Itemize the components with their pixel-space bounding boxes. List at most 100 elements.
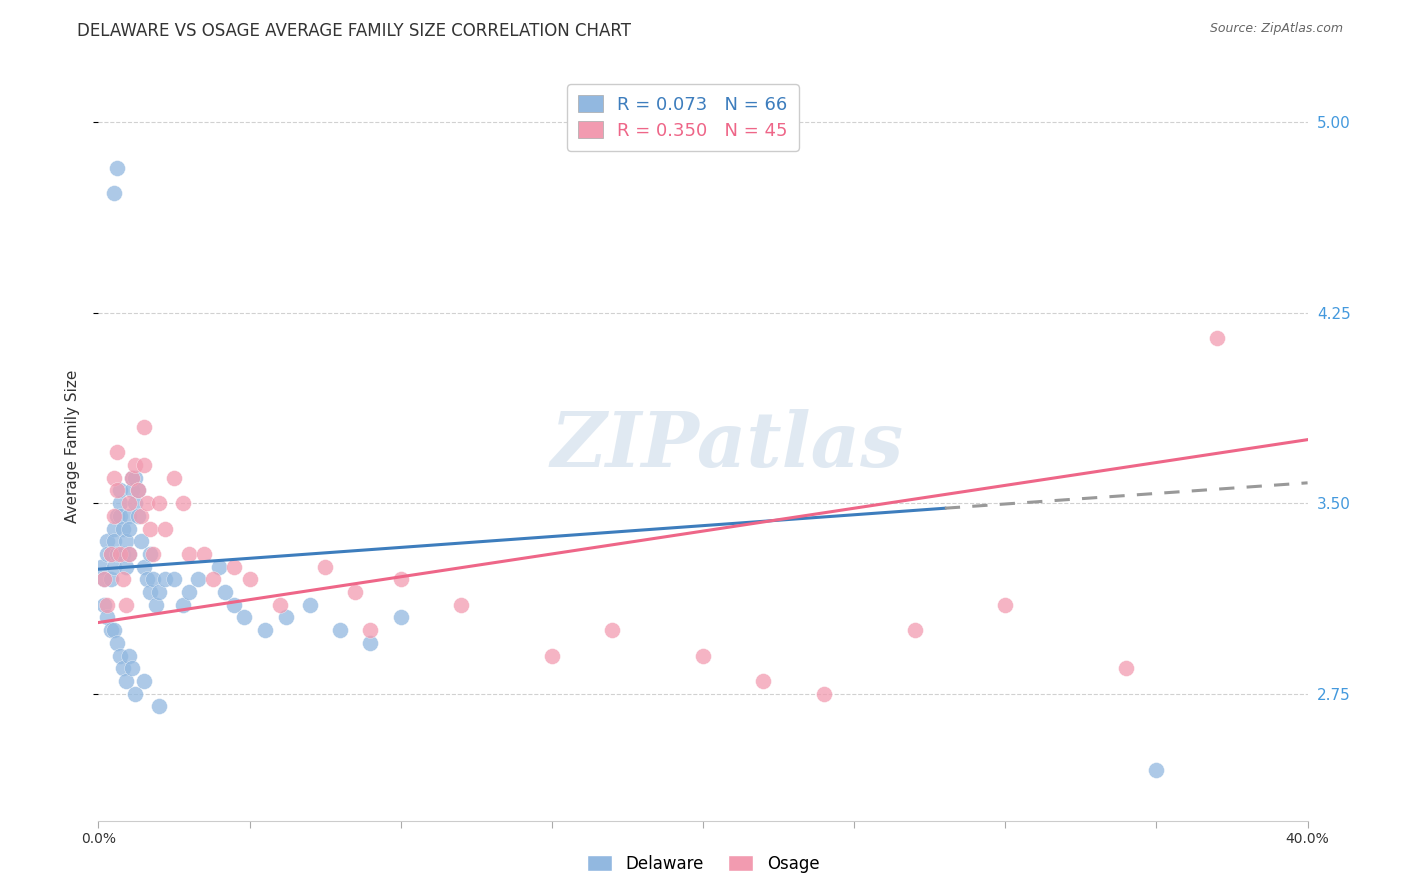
Point [108, 547, 131, 561]
Point [105, 636, 128, 650]
Point [145, 598, 167, 612]
Point [214, 585, 236, 599]
Point [118, 547, 141, 561]
Point [105, 508, 128, 523]
Point [93, 572, 115, 586]
Point [96, 598, 118, 612]
Point [139, 585, 162, 599]
Point [108, 483, 131, 498]
Point [692, 648, 714, 663]
Legend: Delaware, Osage: Delaware, Osage [581, 848, 825, 880]
Y-axis label: Average Family Size: Average Family Size [65, 369, 80, 523]
Point [129, 534, 152, 549]
Point [813, 687, 835, 701]
Point [118, 547, 141, 561]
Point [108, 496, 131, 510]
Point [100, 623, 122, 637]
Point [132, 673, 155, 688]
Point [103, 471, 125, 485]
Point [1206, 331, 1229, 345]
Point [274, 610, 297, 624]
Point [142, 547, 165, 561]
Point [360, 636, 382, 650]
Point [202, 572, 225, 586]
Point [153, 572, 176, 586]
Point [1115, 661, 1137, 675]
Point [179, 585, 201, 599]
Point [329, 623, 352, 637]
Point [103, 623, 125, 637]
Point [108, 508, 131, 523]
Point [103, 522, 125, 536]
Point [135, 572, 157, 586]
Point [96, 534, 118, 549]
Point [93, 598, 115, 612]
Point [752, 673, 775, 688]
Point [124, 687, 146, 701]
Point [105, 483, 128, 498]
Point [100, 572, 122, 586]
Point [127, 508, 149, 523]
Point [118, 508, 141, 523]
Point [602, 623, 624, 637]
Legend: R = 0.073   N = 66, R = 0.350   N = 45: R = 0.073 N = 66, R = 0.350 N = 45 [567, 84, 799, 151]
Point [121, 471, 143, 485]
Point [129, 508, 152, 523]
Point [132, 420, 155, 434]
Point [163, 471, 186, 485]
Point [105, 161, 128, 175]
Point [124, 496, 146, 510]
Point [142, 572, 165, 586]
Point [994, 598, 1017, 612]
Point [121, 483, 143, 498]
Point [314, 559, 336, 574]
Point [540, 648, 562, 663]
Point [121, 661, 143, 675]
Point [904, 623, 927, 637]
Point [124, 471, 146, 485]
Point [389, 610, 412, 624]
Point [118, 496, 141, 510]
Point [103, 559, 125, 574]
Point [132, 458, 155, 472]
Point [389, 572, 412, 586]
Point [127, 483, 149, 498]
Point [96, 610, 118, 624]
Point [360, 623, 382, 637]
Point [193, 547, 215, 561]
Point [114, 673, 136, 688]
Text: DELAWARE VS OSAGE AVERAGE FAMILY SIZE CORRELATION CHART: DELAWARE VS OSAGE AVERAGE FAMILY SIZE CO… [77, 22, 631, 40]
Point [121, 471, 143, 485]
Point [114, 534, 136, 549]
Point [111, 572, 134, 586]
Point [224, 559, 246, 574]
Point [100, 547, 122, 561]
Point [111, 522, 134, 536]
Point [253, 623, 276, 637]
Point [148, 496, 170, 510]
Point [114, 559, 136, 574]
Point [344, 585, 367, 599]
Point [232, 610, 254, 624]
Point [118, 522, 141, 536]
Point [93, 572, 115, 586]
Point [450, 598, 472, 612]
Point [105, 445, 128, 459]
Point [108, 648, 131, 663]
Point [208, 559, 231, 574]
Point [124, 458, 146, 472]
Point [111, 547, 134, 561]
Point [299, 598, 322, 612]
Point [1144, 763, 1167, 777]
Text: Source: ZipAtlas.com: Source: ZipAtlas.com [1209, 22, 1343, 36]
Point [132, 559, 155, 574]
Point [179, 547, 201, 561]
Point [163, 572, 186, 586]
Point [239, 572, 262, 586]
Point [148, 585, 170, 599]
Point [105, 547, 128, 561]
Point [153, 522, 176, 536]
Point [135, 496, 157, 510]
Point [139, 522, 162, 536]
Point [139, 547, 162, 561]
